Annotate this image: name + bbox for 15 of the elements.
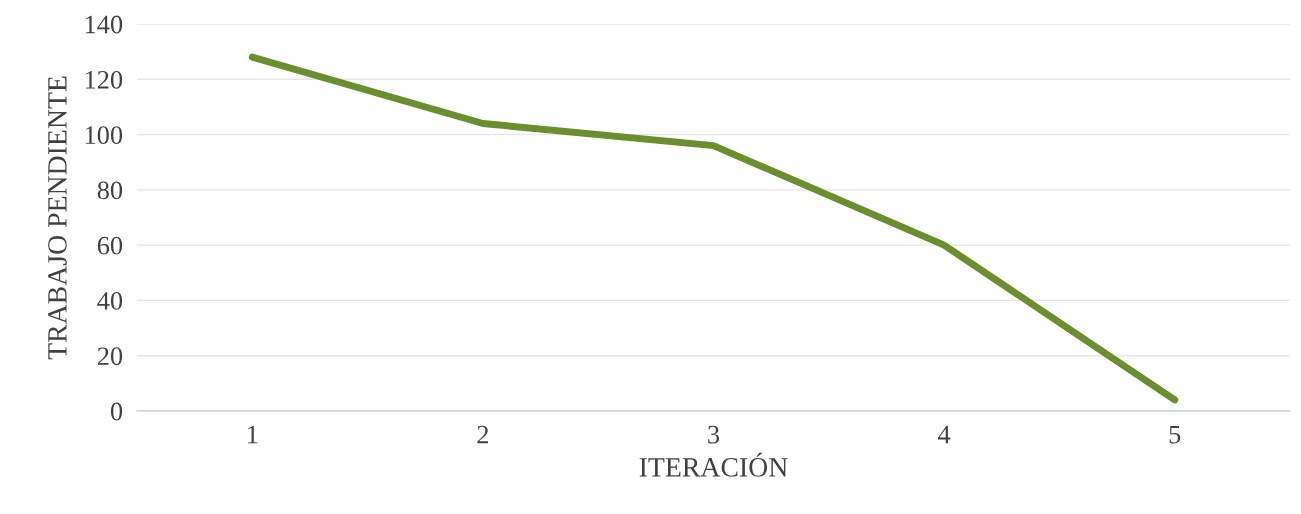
y-tick-label: 140 (85, 15, 123, 34)
y-tick-label: 80 (97, 181, 123, 200)
y-tick-label: 60 (97, 236, 123, 255)
x-tick-label: 1 (248, 425, 258, 444)
x-tick-label: 3 (708, 425, 720, 444)
y-tick-label: 0 (110, 402, 123, 421)
x-tick-label: 2 (477, 425, 489, 444)
y-tick-label: 20 (97, 347, 123, 366)
y-tick-label: 120 (85, 70, 123, 89)
x-axis-title: ITERACIÓN (639, 452, 788, 477)
y-tick-label: 100 (85, 126, 123, 144)
x-tick-label: 4 (938, 425, 951, 444)
x-tick-label: 5 (1169, 425, 1181, 444)
y-tick-label: 40 (97, 292, 123, 310)
y-axis-title: TRABAJO PENDIENTE (48, 76, 67, 360)
